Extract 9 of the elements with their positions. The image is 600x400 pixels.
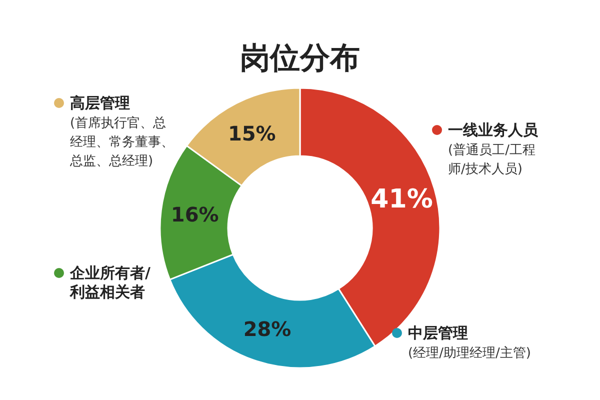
legend-label: 企业所有者/利益相关者 (69, 264, 151, 301)
data-label: 41% (370, 184, 433, 215)
legend-label: 高层管理 (首席执行官、总经理、常务董事、总监、总经理) (69, 94, 174, 169)
legend-label: 一线业务人员 (普通员工/工程师/技术人员) (448, 121, 539, 177)
legend-label: 中层管理 (经理/助理经理/主管) (408, 324, 531, 361)
data-label: 15% (228, 122, 276, 146)
data-label: 16% (170, 202, 219, 227)
data-label: 28% (243, 316, 292, 341)
chart-title: 岗位分布 (240, 41, 360, 76)
